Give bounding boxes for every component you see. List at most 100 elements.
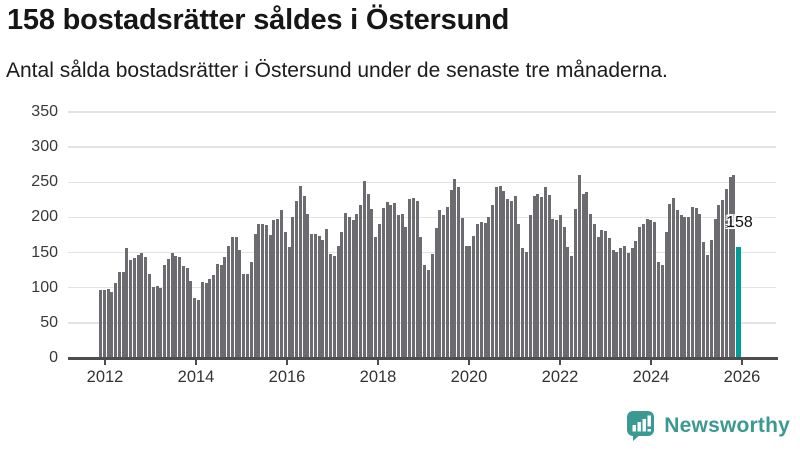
bar (702, 242, 706, 358)
x-axis-tick (104, 359, 106, 365)
bar (178, 257, 182, 358)
bar (227, 246, 231, 358)
bar (295, 200, 299, 358)
bar (268, 235, 272, 358)
bar (574, 208, 578, 358)
bar (117, 272, 121, 358)
bar (174, 256, 178, 358)
bar (570, 256, 574, 358)
bar (155, 285, 159, 358)
bar (189, 280, 193, 358)
bar (279, 210, 283, 358)
chart-subtitle: Antal sålda bostadsrätter i Östersund un… (6, 59, 668, 82)
bar (148, 273, 151, 358)
bar (272, 219, 276, 358)
x-axis-line (68, 357, 778, 360)
bar (238, 250, 242, 358)
bar (623, 246, 627, 358)
bar (517, 223, 521, 358)
bar (223, 256, 227, 358)
bar (166, 258, 170, 358)
bar (472, 235, 476, 358)
y-tick-label: 250 (31, 173, 58, 191)
bar (675, 210, 679, 358)
bar (551, 218, 555, 358)
bar (464, 245, 468, 358)
bar (99, 289, 102, 358)
bar (298, 185, 302, 358)
bar (389, 205, 393, 358)
bar-chart-speech-bubble-icon (627, 411, 655, 441)
bar (717, 205, 721, 358)
bar (400, 213, 404, 358)
bar (306, 213, 310, 358)
bar (185, 268, 189, 358)
bar (253, 233, 257, 358)
bar (547, 194, 551, 358)
bar (302, 196, 306, 358)
bar (423, 265, 427, 358)
bar (102, 289, 106, 358)
bar (430, 253, 434, 358)
bar (494, 187, 498, 358)
bar (728, 177, 732, 358)
bar (197, 299, 201, 358)
x-tick-label: 2024 (632, 368, 670, 386)
latest-value-label: 158 (726, 213, 753, 231)
bar (562, 226, 566, 358)
bar (543, 187, 547, 358)
bar (366, 194, 370, 358)
bar (219, 265, 223, 358)
bar (438, 209, 442, 358)
bar (344, 212, 348, 358)
bar (705, 255, 709, 358)
bar (291, 216, 295, 358)
bar (215, 263, 219, 358)
gridline (68, 111, 776, 113)
bar (129, 259, 133, 358)
bar (600, 230, 604, 358)
bar (212, 275, 216, 358)
bar (694, 207, 698, 358)
bar (611, 249, 615, 358)
x-tick-label: 2016 (268, 368, 306, 386)
bar (257, 223, 261, 358)
bar (453, 179, 457, 358)
bar (498, 185, 502, 358)
bar (408, 199, 412, 358)
bar (536, 193, 540, 358)
x-axis-tick (559, 359, 561, 365)
bar (140, 253, 144, 358)
bar (634, 240, 638, 358)
bar (442, 215, 446, 358)
bar (340, 232, 344, 358)
bar (566, 246, 570, 358)
bar (479, 222, 483, 358)
bar (487, 216, 491, 358)
bar (506, 199, 510, 358)
x-axis-tick (650, 359, 652, 365)
x-axis-tick (741, 359, 743, 365)
bar (415, 201, 419, 358)
bar (532, 195, 536, 358)
bar (246, 273, 250, 358)
bar (483, 223, 487, 358)
x-tick-label: 2020 (450, 368, 488, 386)
bar (540, 197, 544, 358)
bar (200, 282, 204, 358)
bar (276, 218, 280, 358)
bar (114, 283, 118, 358)
bar (434, 227, 438, 358)
bar (649, 220, 653, 358)
bar (426, 270, 430, 358)
bar (449, 190, 453, 358)
bar (555, 220, 559, 358)
bar (619, 247, 623, 358)
bar (607, 237, 611, 358)
bar (136, 255, 140, 358)
bar (615, 251, 619, 358)
bar (558, 214, 562, 358)
newsworthy-logo: Newsworthy (626, 410, 790, 442)
y-tick-label: 50 (40, 313, 58, 331)
